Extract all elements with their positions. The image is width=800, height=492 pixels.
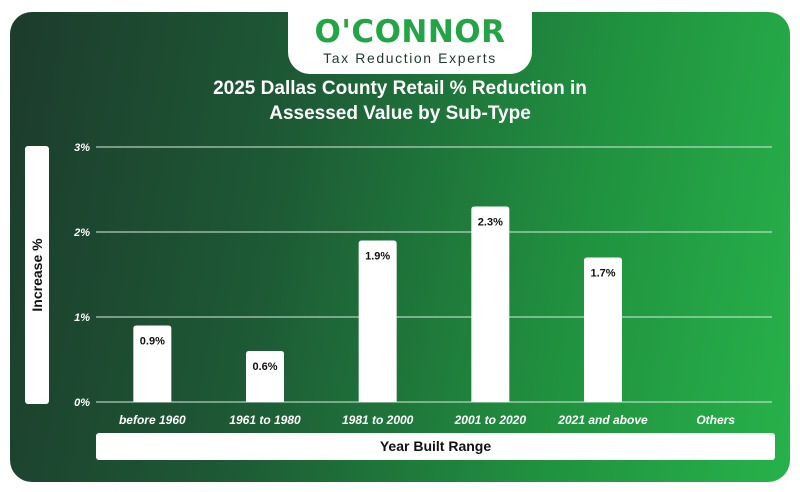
x-tick-label: 1981 to 2000 <box>342 413 414 427</box>
bar-data-label: 2.3% <box>478 217 503 229</box>
y-tick-label: 0% <box>74 397 90 409</box>
bar <box>246 351 284 402</box>
bar <box>358 240 397 402</box>
bar-data-label: 1.9% <box>365 251 390 263</box>
x-tick-label: Others <box>696 413 735 427</box>
x-tick-label: 1961 to 1980 <box>229 413 301 427</box>
chart-title-line-2: Assessed Value by Sub-Type <box>269 103 531 124</box>
chart-card: O'CONNOR Tax Reduction Experts 2025 Dall… <box>10 12 790 482</box>
brand-logo: O'CONNOR Tax Reduction Experts <box>288 12 532 74</box>
y-tick-label: 3% <box>74 142 90 154</box>
bar-data-label: 0.9% <box>140 336 165 348</box>
x-tick-label: 2001 to 2020 <box>454 413 527 427</box>
chart-title-line-1: 2025 Dallas County Retail % Reduction in <box>213 78 587 99</box>
bar-data-label: 1.7% <box>590 268 615 280</box>
x-tick-label: before 1960 <box>119 413 186 427</box>
x-axis-label: Year Built Range <box>96 433 775 460</box>
brand-tagline: Tax Reduction Experts <box>323 50 497 66</box>
bar <box>584 257 622 402</box>
bar <box>471 206 510 402</box>
bar-data-label: 0.6% <box>252 361 277 373</box>
y-tick-label: 1% <box>74 312 90 324</box>
y-tick-label: 2% <box>73 227 90 239</box>
chart-title: 2025 Dallas County Retail % Reduction in… <box>10 76 790 126</box>
y-axis-label-box: Increase % <box>25 146 49 404</box>
brand-wordmark: O'CONNOR <box>314 14 506 50</box>
x-tick-label: 2021 and above <box>557 413 648 427</box>
bar <box>133 325 172 402</box>
